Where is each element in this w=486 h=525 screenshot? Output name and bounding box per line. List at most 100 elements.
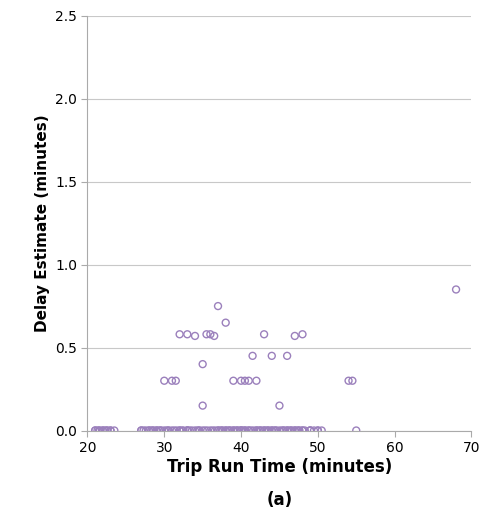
Point: [237, 376, 245, 385]
Point: [310, 426, 318, 435]
Point: [268, 426, 276, 435]
Point: [163, 426, 171, 435]
Point: [183, 426, 191, 435]
Point: [160, 376, 168, 385]
Point: [253, 426, 260, 435]
Point: [209, 426, 217, 435]
Point: [176, 426, 184, 435]
Point: [199, 426, 207, 435]
Point: [249, 426, 257, 435]
Point: [199, 402, 207, 410]
Point: [253, 426, 260, 435]
Point: [255, 426, 262, 435]
Point: [145, 426, 153, 435]
Point: [96, 426, 104, 435]
Point: [256, 426, 264, 435]
Point: [283, 426, 291, 435]
Point: [94, 426, 102, 435]
Point: [298, 426, 306, 435]
Point: [91, 426, 99, 435]
Point: [188, 426, 196, 435]
Point: [265, 426, 273, 435]
Point: [229, 426, 237, 435]
Point: [222, 426, 229, 435]
Point: [306, 426, 314, 435]
Point: [176, 426, 184, 435]
Y-axis label: Delay Estimate (minutes): Delay Estimate (minutes): [35, 114, 50, 332]
Point: [218, 426, 226, 435]
Point: [222, 319, 229, 327]
Point: [95, 426, 103, 435]
Point: [286, 426, 294, 435]
Point: [273, 426, 280, 435]
Point: [306, 426, 314, 435]
Point: [257, 426, 265, 435]
Point: [245, 426, 253, 435]
Point: [164, 426, 172, 435]
Point: [104, 426, 111, 435]
Point: [191, 426, 199, 435]
Point: [260, 426, 268, 435]
Point: [264, 426, 272, 435]
Point: [237, 426, 245, 435]
Point: [91, 426, 99, 435]
Point: [260, 330, 268, 339]
Point: [172, 376, 180, 385]
Point: [191, 332, 199, 340]
Point: [156, 426, 164, 435]
Point: [203, 330, 210, 339]
Point: [153, 426, 160, 435]
Point: [149, 426, 156, 435]
Point: [224, 426, 232, 435]
Point: [253, 376, 260, 385]
Point: [272, 426, 279, 435]
Point: [276, 426, 283, 435]
Point: [237, 426, 245, 435]
Point: [139, 426, 147, 435]
Point: [241, 426, 249, 435]
Point: [168, 376, 176, 385]
Point: [186, 426, 193, 435]
Point: [142, 426, 150, 435]
Point: [293, 426, 301, 435]
Point: [295, 426, 303, 435]
Point: [147, 426, 155, 435]
Point: [183, 330, 191, 339]
Point: [242, 426, 249, 435]
Point: [183, 426, 191, 435]
Point: [207, 330, 214, 339]
Point: [279, 426, 287, 435]
Point: [287, 426, 295, 435]
Point: [193, 426, 201, 435]
Point: [138, 426, 145, 435]
Point: [110, 426, 118, 435]
Point: [237, 426, 245, 435]
Point: [452, 285, 460, 293]
Point: [153, 426, 160, 435]
Point: [298, 330, 306, 339]
Point: [268, 426, 276, 435]
Point: [262, 426, 270, 435]
Point: [298, 426, 306, 435]
Point: [318, 426, 326, 435]
Point: [249, 352, 257, 360]
Point: [203, 426, 211, 435]
Point: [106, 426, 114, 435]
Point: [207, 426, 214, 435]
Point: [226, 426, 234, 435]
Point: [233, 426, 241, 435]
Point: [291, 332, 299, 340]
Point: [240, 426, 247, 435]
Point: [276, 402, 283, 410]
Point: [268, 352, 276, 360]
Point: [306, 426, 314, 435]
Point: [245, 426, 253, 435]
Point: [101, 426, 109, 435]
Point: [201, 426, 209, 435]
Point: [210, 332, 218, 340]
Point: [214, 302, 222, 310]
Point: [232, 426, 240, 435]
Point: [219, 426, 226, 435]
Point: [291, 426, 299, 435]
Point: [195, 426, 203, 435]
